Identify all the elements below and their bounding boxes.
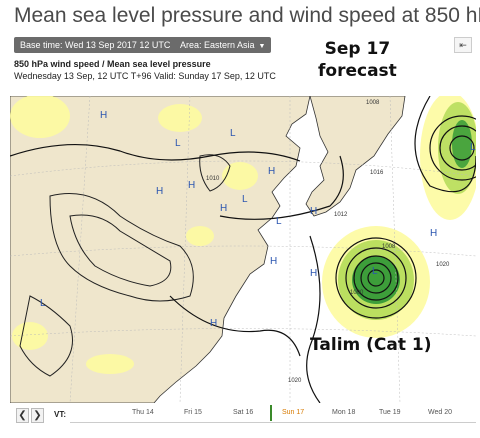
- isobar-value: 1008: [366, 100, 380, 106]
- timeline-day[interactable]: Tue 19: [379, 409, 401, 416]
- timeline-day-active[interactable]: Sun 17: [282, 409, 305, 416]
- wind-shading: [10, 96, 476, 374]
- map-svg: H H H H H H H H H H L L L L L L L 1008 1…: [10, 96, 476, 403]
- storm-label: Talim (Cat 1): [310, 335, 432, 355]
- low-centers: L L L L L L L: [40, 128, 476, 309]
- graticule: [10, 96, 476, 403]
- annotation-line-2: forecast: [318, 61, 397, 81]
- timeline-day[interactable]: Sat 16: [233, 409, 254, 416]
- chevron-left-icon[interactable]: ❮: [16, 408, 29, 423]
- isobar-value: 1012: [334, 212, 348, 218]
- area-dropdown[interactable]: Area: Eastern Asia ▼: [174, 37, 272, 53]
- high-label: H: [310, 206, 317, 217]
- high-label: H: [156, 186, 163, 197]
- timeline-current-marker[interactable]: [270, 405, 272, 421]
- low-label: L: [470, 142, 476, 153]
- page-title: Mean sea level pressure and wind speed a…: [14, 4, 480, 27]
- timeline-track[interactable]: [70, 422, 476, 423]
- isobars: [10, 96, 476, 403]
- timeline-day[interactable]: Mon 18: [332, 409, 356, 416]
- timeline-bar: ❮ ❯ VT: Thu 14 Fri 15 Sat 16 Sun 17 Mon …: [10, 405, 476, 435]
- isobar-value: 1000: [350, 290, 364, 296]
- isobar-value: 1010: [206, 176, 220, 182]
- forecast-annotation: Sep 17 forecast: [318, 38, 397, 82]
- timeline-day[interactable]: Thu 14: [132, 409, 154, 416]
- land-korea-japan: [305, 96, 406, 217]
- isobar-value: 1020: [288, 378, 302, 384]
- chart-validity-info: Wednesday 13 Sep, 12 UTC T+96 Valid: Sun…: [14, 71, 276, 81]
- low-label: L: [372, 266, 378, 277]
- low-label: L: [40, 298, 46, 309]
- high-label: H: [270, 256, 277, 267]
- high-label: H: [188, 180, 195, 191]
- high-label: H: [268, 166, 275, 177]
- isobar-value: 1008: [382, 244, 396, 250]
- share-arrow-icon[interactable]: ⇤: [454, 37, 472, 53]
- isobar-value: 1016: [370, 170, 384, 176]
- high-label: H: [100, 110, 107, 121]
- vt-label: VT:: [54, 410, 66, 419]
- low-label: L: [175, 138, 181, 149]
- chart-subtitle: 850 hPa wind speed / Mean sea level pres…: [14, 59, 211, 69]
- caret-down-icon: ▼: [258, 43, 266, 50]
- pressure-centers: H H H H H H H H H H: [100, 110, 437, 329]
- annotation-line-1: Sep 17: [324, 39, 391, 59]
- high-label: H: [210, 318, 217, 329]
- low-label: L: [276, 216, 282, 227]
- high-label: H: [430, 228, 437, 239]
- low-label: L: [242, 194, 248, 205]
- weather-map[interactable]: H H H H H H H H H H L L L L L L L 1008 1…: [10, 96, 476, 403]
- chevron-right-icon[interactable]: ❯: [31, 408, 44, 423]
- base-time-label: Base time: Wed 13 Sep 2017 12 UTC: [20, 40, 171, 50]
- timeline-day[interactable]: Fri 15: [184, 409, 202, 416]
- timeline-day[interactable]: Wed 20: [428, 409, 452, 416]
- low-label: L: [230, 128, 236, 139]
- base-time-dropdown[interactable]: Base time: Wed 13 Sep 2017 12 UTC▼: [14, 37, 188, 53]
- high-label: H: [220, 203, 227, 214]
- terrain-contours: [19, 154, 231, 377]
- isobar-values: 1008 1008 1010 1012 1016 1020 1020 1000: [206, 100, 450, 384]
- high-label: H: [310, 268, 317, 279]
- area-label: Area: Eastern Asia: [180, 40, 255, 50]
- isobar-value: 1020: [436, 262, 450, 268]
